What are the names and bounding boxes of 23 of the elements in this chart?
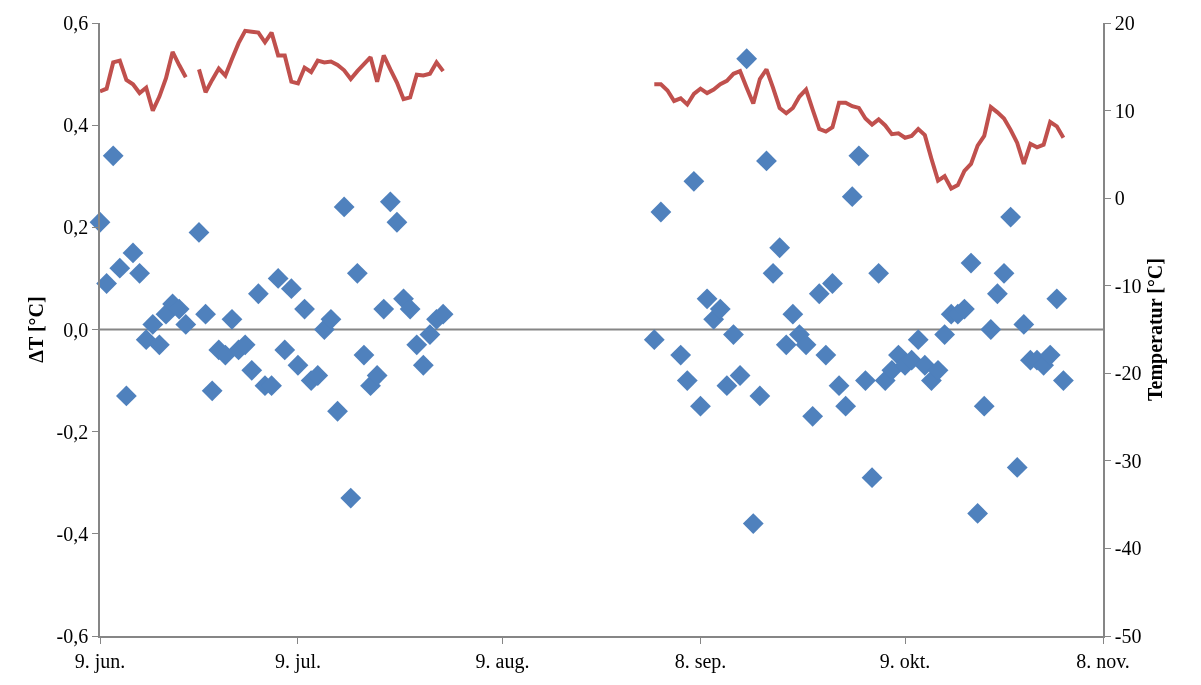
y-axis-title: ΔT [°C] <box>24 296 47 363</box>
y2-tick-label: -50 <box>1114 625 1142 647</box>
y2-tick-label: 10 <box>1114 99 1135 122</box>
x-tick-label: 9. okt. <box>879 649 931 672</box>
x-tick-label: 8. nov. <box>1076 649 1130 672</box>
y2-tick-label: -30 <box>1114 449 1142 472</box>
y-tick-label: 0,6 <box>63 12 89 34</box>
y-tick-label: 0,2 <box>63 216 89 239</box>
y2-tick-label: 0 <box>1114 187 1125 210</box>
x-tick-label: 9. jul. <box>274 649 322 673</box>
y2-axis-title: Temperatur [°C] <box>1144 258 1168 401</box>
y-tick-label: -0,4 <box>56 522 89 545</box>
y2-tick-label: 20 <box>1114 12 1135 34</box>
y-tick-label: 0,4 <box>63 114 89 137</box>
y2-tick-label: -20 <box>1114 362 1142 385</box>
x-tick-label: 9. jun. <box>74 649 126 673</box>
y2-tick-label: -10 <box>1114 274 1142 297</box>
y2-tick-label: -40 <box>1114 537 1142 560</box>
x-tick-label: 9. aug. <box>475 649 530 673</box>
y-tick-label: -0,6 <box>56 625 89 647</box>
y-tick-label: -0,2 <box>56 420 89 443</box>
x-tick-label: 8. sep. <box>674 649 727 673</box>
y-tick-label: 0,0 <box>63 318 89 341</box>
